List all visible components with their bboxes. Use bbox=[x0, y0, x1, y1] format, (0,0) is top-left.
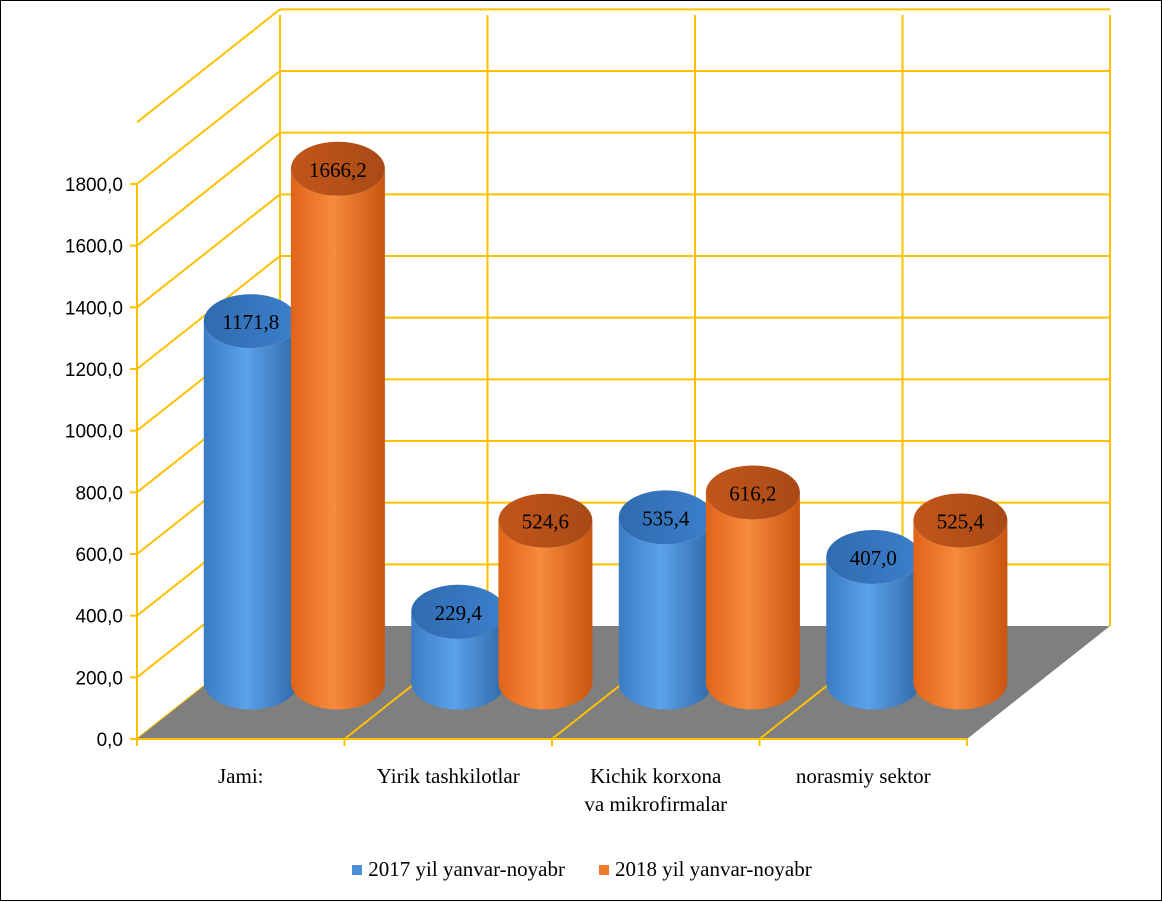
legend-swatch-2018 bbox=[599, 864, 609, 875]
legend-item-2017: 2017 yil yanvar-noyabr bbox=[352, 857, 565, 882]
legend-label-2017: 2017 yil yanvar-noyabr bbox=[368, 857, 565, 881]
x-tick-label: Jami: bbox=[218, 764, 264, 788]
y-tick-label: 400,0 bbox=[75, 607, 123, 628]
chart-legend: 2017 yil yanvar-noyabr 2018 yil yanvar-n… bbox=[1, 857, 1162, 882]
bar-body-1-3 bbox=[913, 520, 1008, 710]
side-wall-grid bbox=[136, 70, 281, 185]
data-label-1-1: 524,6 bbox=[522, 510, 569, 534]
y-tick-label: 800,0 bbox=[75, 483, 123, 504]
legend-item-2018: 2018 yil yanvar-noyabr bbox=[599, 857, 812, 882]
bar-top-0-2 bbox=[618, 490, 713, 545]
data-label-0-1: 229,4 bbox=[435, 601, 483, 625]
data-label-0-3: 407,0 bbox=[850, 546, 897, 570]
data-label-1-0: 1666,2 bbox=[309, 158, 367, 182]
bar-body-1-1 bbox=[498, 520, 593, 710]
side-wall-grid bbox=[136, 8, 281, 124]
bar-body-0-2 bbox=[618, 517, 713, 710]
bar-body-0-1 bbox=[411, 611, 506, 710]
data-label-1-2: 616,2 bbox=[729, 482, 776, 506]
y-tick-label: 1200,0 bbox=[65, 360, 123, 381]
bar-body-0-0 bbox=[203, 321, 298, 710]
y-tick-label: 1600,0 bbox=[65, 237, 123, 258]
bar-top-1-2 bbox=[705, 465, 800, 520]
side-wall-grid bbox=[136, 131, 281, 247]
bar-body-0-3 bbox=[826, 557, 921, 710]
x-tick-label: Yirik tashkilotlar bbox=[377, 764, 520, 788]
legend-label-2018: 2018 yil yanvar-noyabr bbox=[615, 857, 812, 881]
data-label-1-3: 525,4 bbox=[937, 510, 985, 534]
bar-body-1-0 bbox=[290, 168, 385, 710]
bar-top-0-0 bbox=[203, 294, 298, 349]
data-label-0-0: 1171,8 bbox=[222, 310, 279, 334]
legend-swatch-2017 bbox=[352, 864, 363, 875]
bar-top-1-0 bbox=[290, 141, 385, 196]
y-tick-label: 1400,0 bbox=[65, 298, 123, 319]
y-tick-label: 200,0 bbox=[75, 668, 123, 689]
bar-top-0-1 bbox=[411, 584, 506, 639]
x-tick-label: Kichik korxona bbox=[590, 764, 722, 788]
bar-top-1-1 bbox=[498, 493, 593, 548]
bar-top-1-3 bbox=[913, 493, 1008, 548]
side-wall-grid bbox=[136, 193, 281, 309]
y-tick-label: 1000,0 bbox=[65, 422, 123, 443]
bar-top-0-3 bbox=[826, 530, 921, 585]
y-tick-label: 0,0 bbox=[97, 730, 123, 751]
y-tick-label: 600,0 bbox=[75, 545, 123, 566]
x-tick-label: va mikrofirmalar bbox=[584, 792, 727, 816]
bar-body-1-2 bbox=[705, 492, 800, 710]
data-label-0-2: 535,4 bbox=[642, 506, 690, 530]
y-tick-label: 1800,0 bbox=[65, 175, 123, 196]
x-tick-label: norasmiy sektor bbox=[796, 764, 931, 788]
